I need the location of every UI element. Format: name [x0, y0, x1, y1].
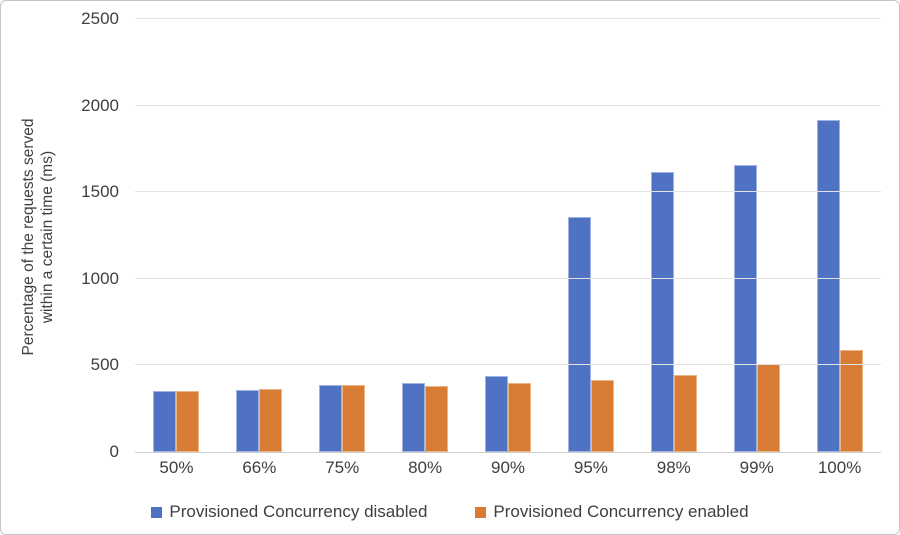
- bar-group-98%: [632, 19, 715, 452]
- bar-disabled-98%: [650, 172, 674, 452]
- bar-enabled-95%: [590, 380, 614, 452]
- y-axis-ticks: 0 500 1000 1500 2000 2500: [1, 9, 119, 461]
- y-tick-label-2000: 2000: [81, 95, 119, 115]
- legend-label: Provisioned Concurrency disabled: [169, 502, 428, 521]
- y-tick-label-1500: 1500: [81, 182, 119, 202]
- bar-disabled-95%: [567, 217, 591, 452]
- x-tick-label-75%: 75%: [325, 458, 360, 477]
- bar-disabled-80%: [402, 383, 426, 452]
- y-tick-label-1000: 1000: [81, 268, 119, 288]
- legend-item-disabled: Provisioned Concurrency disabled: [151, 502, 427, 522]
- x-tick-label-98%: 98%: [656, 458, 691, 477]
- legend-item-enabled: Provisioned Concurrency enabled: [475, 502, 749, 522]
- bar-disabled-75%: [319, 385, 343, 452]
- x-tick-label-99%: 99%: [739, 458, 774, 477]
- bar-group-50%: [135, 19, 218, 452]
- bar-group-90%: [467, 19, 550, 452]
- bar-disabled-99%: [733, 165, 757, 452]
- bar-disabled-90%: [485, 376, 508, 452]
- x-tick-label-80%: 80%: [408, 458, 443, 477]
- bar-disabled-100%: [816, 119, 840, 452]
- bar-group-75%: [301, 19, 384, 452]
- x-tick-label-95%: 95%: [573, 458, 608, 477]
- y-tick-label-0: 0: [109, 442, 119, 461]
- x-tick-label-90%: 90%: [490, 458, 526, 477]
- y-tick-label-500: 500: [90, 355, 119, 375]
- bar-enabled-100%: [839, 349, 863, 452]
- gridline-500: [135, 364, 881, 366]
- bar-enabled-50%: [176, 391, 200, 452]
- x-axis-labels: 50% 66% 75% 80% 90% 95% 98% 99% 100%: [135, 456, 881, 480]
- x-tick-label-100%: 100%: [817, 458, 862, 477]
- bar-group-66%: [218, 19, 301, 452]
- bar-enabled-75%: [342, 385, 366, 452]
- bar-enabled-90%: [508, 383, 531, 452]
- legend-swatch-icon: [475, 506, 487, 518]
- plot-area: [135, 18, 881, 453]
- x-tick-label-50%: 50%: [159, 458, 194, 477]
- bar-group-80%: [384, 19, 467, 452]
- bar-groups: [135, 19, 881, 452]
- gridline-1000: [135, 277, 881, 279]
- legend-swatch-icon: [151, 506, 163, 518]
- bar-enabled-98%: [673, 374, 697, 452]
- bar-disabled-66%: [236, 390, 260, 452]
- x-tick-label-66%: 66%: [242, 458, 277, 477]
- bar-enabled-66%: [259, 388, 283, 452]
- bar-group-95%: [549, 19, 632, 452]
- gridline-1500: [135, 191, 881, 193]
- bar-group-100%: [798, 19, 881, 452]
- bar-group-99%: [715, 19, 798, 452]
- bar-disabled-50%: [153, 391, 177, 452]
- gridline-2000: [135, 104, 881, 106]
- gridline-2500: [135, 18, 881, 19]
- legend-label: Provisioned Concurrency enabled: [493, 502, 749, 521]
- bar-enabled-80%: [425, 385, 449, 452]
- bar-enabled-99%: [756, 363, 780, 452]
- legend: Provisioned Concurrency disabled Provisio…: [1, 498, 899, 526]
- y-tick-label-2500: 2500: [81, 9, 119, 28]
